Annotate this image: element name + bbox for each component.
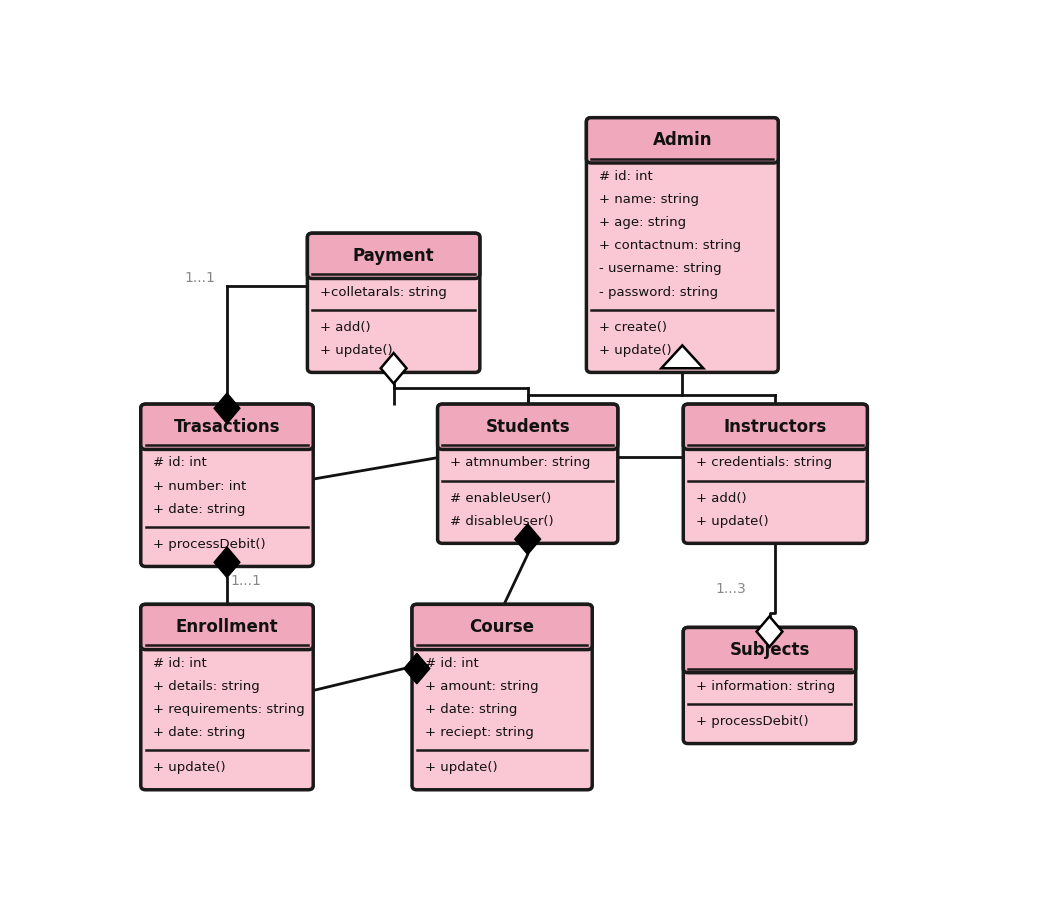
FancyBboxPatch shape: [412, 604, 592, 790]
FancyBboxPatch shape: [683, 627, 856, 672]
Text: + age: string: + age: string: [599, 216, 686, 230]
Text: + reciept: string: + reciept: string: [425, 726, 533, 739]
Text: 1...1: 1...1: [184, 271, 215, 285]
Text: + create(): + create(): [599, 321, 667, 334]
Text: + date: string: + date: string: [153, 726, 246, 739]
Text: Admin: Admin: [653, 131, 712, 149]
Text: + information: string: + information: string: [695, 680, 835, 693]
FancyBboxPatch shape: [141, 404, 313, 566]
Polygon shape: [381, 353, 407, 383]
Polygon shape: [404, 653, 430, 684]
Text: Payment: Payment: [353, 247, 434, 265]
Text: + number: int: + number: int: [153, 480, 247, 492]
Text: 1...3: 1...3: [715, 582, 746, 597]
Text: +colletarals: string: +colletarals: string: [320, 285, 447, 299]
FancyBboxPatch shape: [586, 118, 779, 163]
FancyBboxPatch shape: [586, 118, 779, 373]
Text: + update(): + update(): [153, 761, 226, 774]
Text: Subjects: Subjects: [730, 641, 810, 659]
Text: + processDebit(): + processDebit(): [153, 538, 266, 551]
Text: # id: int: # id: int: [153, 456, 207, 470]
FancyBboxPatch shape: [141, 604, 313, 650]
Text: + amount: string: + amount: string: [425, 680, 538, 693]
Text: + add(): + add(): [320, 321, 371, 334]
FancyBboxPatch shape: [437, 404, 617, 544]
Text: + update(): + update(): [599, 344, 671, 357]
Text: + update(): + update(): [320, 344, 392, 357]
Text: + credentials: string: + credentials: string: [695, 456, 832, 470]
Text: + contactnum: string: + contactnum: string: [599, 239, 741, 252]
Text: Course: Course: [469, 618, 535, 636]
Text: - password: string: - password: string: [599, 285, 718, 299]
Text: Students: Students: [485, 418, 570, 436]
Polygon shape: [214, 393, 239, 424]
Text: Instructors: Instructors: [723, 418, 827, 436]
Polygon shape: [757, 616, 783, 647]
Text: - username: string: - username: string: [599, 263, 721, 275]
FancyBboxPatch shape: [307, 233, 480, 373]
Text: + atmnumber: string: + atmnumber: string: [450, 456, 590, 470]
Polygon shape: [661, 346, 704, 368]
Text: + requirements: string: + requirements: string: [153, 703, 305, 716]
Text: + date: string: + date: string: [153, 503, 246, 516]
FancyBboxPatch shape: [412, 604, 592, 650]
FancyBboxPatch shape: [307, 233, 480, 278]
FancyBboxPatch shape: [437, 404, 617, 449]
Text: # id: int: # id: int: [153, 657, 207, 670]
Text: 1...1: 1...1: [231, 574, 261, 589]
Text: # enableUser(): # enableUser(): [450, 492, 552, 505]
Text: + add(): + add(): [695, 492, 746, 505]
Text: + name: string: + name: string: [599, 194, 699, 206]
Text: + details: string: + details: string: [153, 680, 260, 693]
Text: Enrollment: Enrollment: [176, 618, 278, 636]
Text: # id: int: # id: int: [599, 170, 653, 183]
FancyBboxPatch shape: [683, 627, 856, 743]
FancyBboxPatch shape: [683, 404, 867, 544]
Text: # id: int: # id: int: [425, 657, 479, 670]
FancyBboxPatch shape: [683, 404, 867, 449]
Text: + update(): + update(): [695, 515, 768, 528]
Text: Trasactions: Trasactions: [174, 418, 280, 436]
Text: + processDebit(): + processDebit(): [695, 716, 809, 728]
Polygon shape: [214, 547, 239, 578]
Text: + date: string: + date: string: [425, 703, 517, 716]
FancyBboxPatch shape: [141, 404, 313, 449]
Text: + update(): + update(): [425, 761, 498, 774]
FancyBboxPatch shape: [141, 604, 313, 790]
Polygon shape: [515, 524, 540, 554]
Text: # disableUser(): # disableUser(): [450, 515, 554, 528]
